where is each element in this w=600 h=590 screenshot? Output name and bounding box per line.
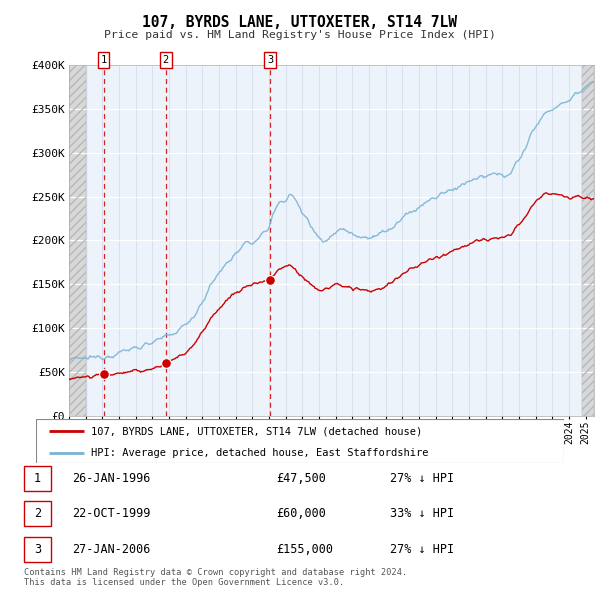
Text: 27% ↓ HPI: 27% ↓ HPI	[390, 472, 454, 485]
Text: 2: 2	[34, 507, 41, 520]
Text: 107, BYRDS LANE, UTTOXETER, ST14 7LW (detached house): 107, BYRDS LANE, UTTOXETER, ST14 7LW (de…	[91, 427, 422, 436]
Text: 1: 1	[100, 55, 107, 65]
Bar	[581, 65, 594, 416]
Text: 33% ↓ HPI: 33% ↓ HPI	[390, 507, 454, 520]
Text: 1: 1	[34, 472, 41, 485]
Text: Price paid vs. HM Land Registry's House Price Index (HPI): Price paid vs. HM Land Registry's House …	[104, 31, 496, 40]
Text: 22-OCT-1999: 22-OCT-1999	[72, 507, 151, 520]
Bar	[581, 65, 594, 416]
Bar	[69, 65, 86, 416]
Text: HPI: Average price, detached house, East Staffordshire: HPI: Average price, detached house, East…	[91, 448, 429, 458]
FancyBboxPatch shape	[24, 466, 51, 491]
Text: 27-JAN-2006: 27-JAN-2006	[72, 543, 151, 556]
FancyBboxPatch shape	[24, 502, 51, 526]
Text: 3: 3	[267, 55, 273, 65]
Text: 26-JAN-1996: 26-JAN-1996	[72, 472, 151, 485]
Text: 2: 2	[163, 55, 169, 65]
Text: £60,000: £60,000	[276, 507, 326, 520]
Bar	[69, 65, 86, 416]
FancyBboxPatch shape	[24, 537, 51, 562]
Text: £155,000: £155,000	[276, 543, 333, 556]
Text: 107, BYRDS LANE, UTTOXETER, ST14 7LW: 107, BYRDS LANE, UTTOXETER, ST14 7LW	[143, 15, 458, 30]
FancyBboxPatch shape	[36, 419, 564, 463]
Text: Contains HM Land Registry data © Crown copyright and database right 2024.
This d: Contains HM Land Registry data © Crown c…	[24, 568, 407, 587]
Text: 27% ↓ HPI: 27% ↓ HPI	[390, 543, 454, 556]
Text: £47,500: £47,500	[276, 472, 326, 485]
Text: 3: 3	[34, 543, 41, 556]
